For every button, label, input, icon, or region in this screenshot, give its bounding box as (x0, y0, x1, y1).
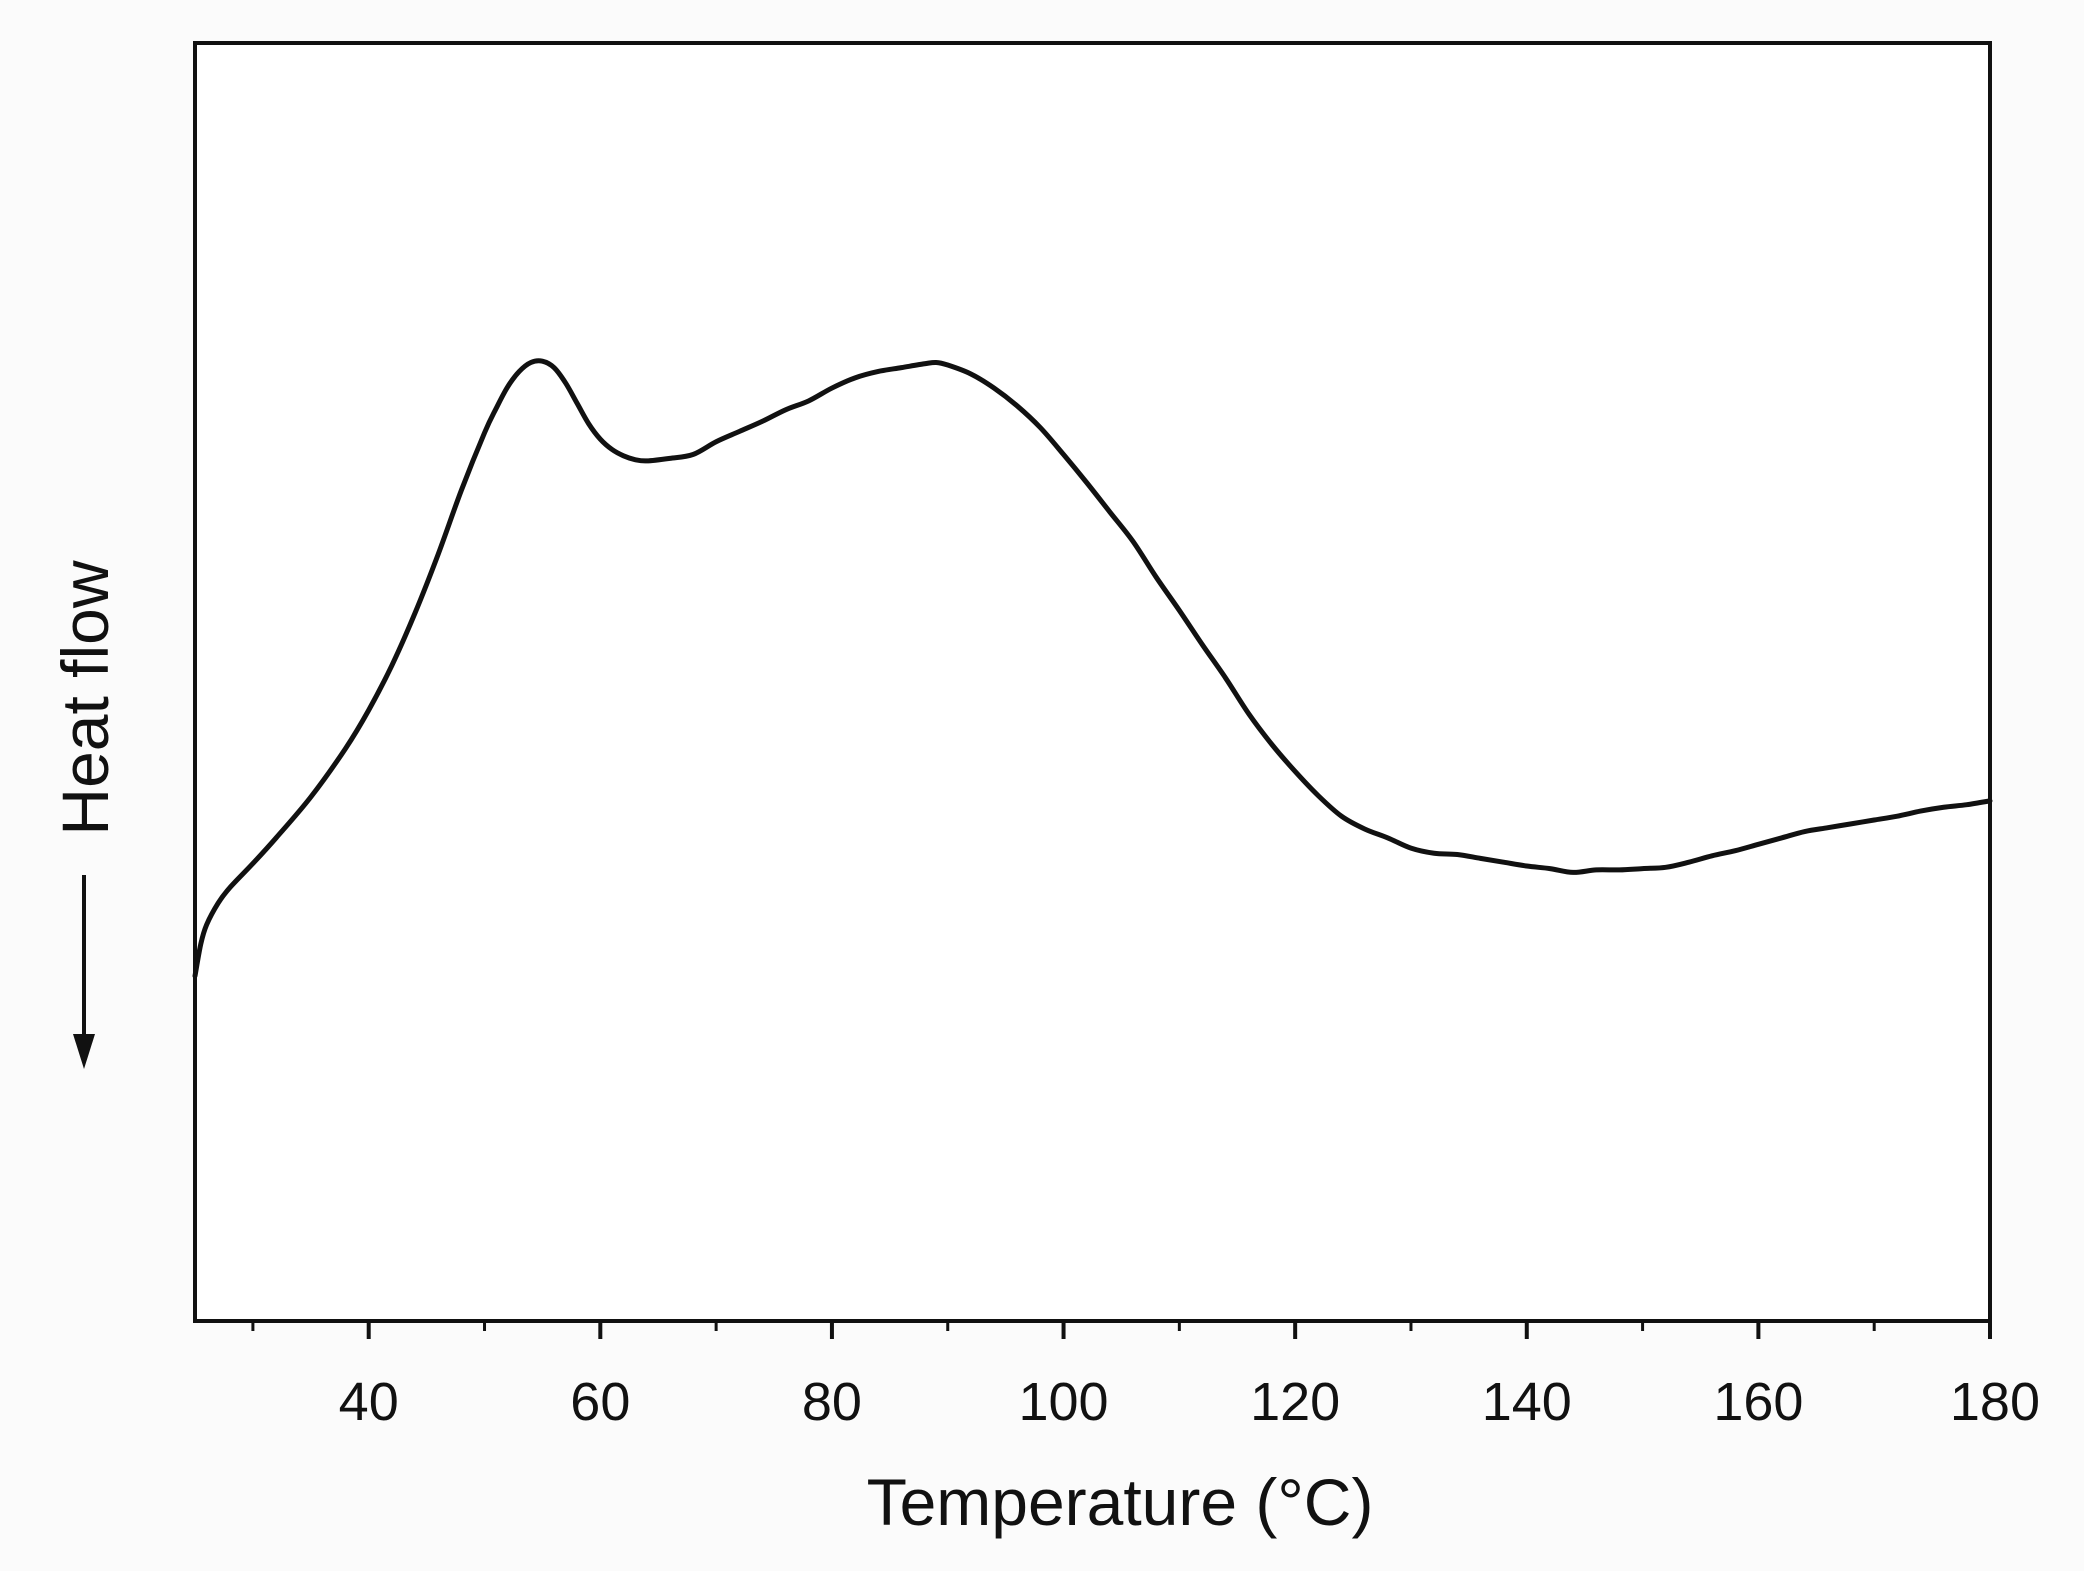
y-axis-arrow-head (73, 1034, 95, 1069)
x-tick-label: 140 (1482, 1372, 1572, 1432)
x-major-ticks (366, 1321, 1992, 1339)
x-tick-label: 40 (339, 1372, 399, 1432)
x-tick-label: 100 (1018, 1372, 1108, 1432)
x-tick-label: 160 (1713, 1372, 1803, 1432)
x-tick-label: 60 (570, 1372, 630, 1432)
x-tick-labels: 40 60 80 100 120 140 160 180 (339, 1372, 2040, 1432)
x-minor-ticks (251, 1321, 1876, 1331)
x-tick-label: 80 (802, 1372, 862, 1432)
x-tick-label: 180 (1950, 1372, 2040, 1432)
x-axis-title: Temperature (°C) (867, 1465, 1374, 1539)
plot-frame (193, 41, 1992, 1323)
y-axis-title: Heat flow (48, 560, 122, 835)
heat-flow-line (192, 358, 1993, 979)
x-tick-label: 120 (1250, 1372, 1340, 1432)
